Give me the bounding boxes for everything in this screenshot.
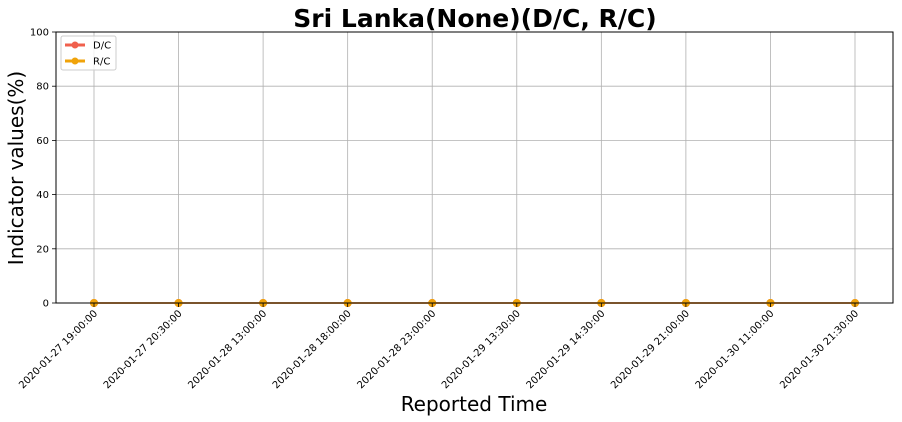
x-tick-label: 2020-01-28 23:00:00	[355, 308, 438, 391]
y-tick-label: 20	[36, 244, 49, 255]
x-tick-label: 2020-01-27 19:00:00	[17, 308, 100, 391]
x-tick-label: 2020-01-30 11:00:00	[694, 308, 777, 391]
legend-label: D/C	[93, 41, 111, 52]
grid	[56, 31, 893, 304]
y-axis-label: Indicator values(%)	[4, 71, 28, 265]
y-tick-label: 0	[43, 299, 49, 310]
x-tick-label: 2020-01-30 21:30:00	[778, 308, 861, 391]
x-tick-label: 2020-01-29 13:30:00	[440, 308, 523, 391]
x-tick-label: 2020-01-29 14:30:00	[525, 308, 608, 391]
legend-marker	[71, 41, 79, 49]
legend-marker	[71, 57, 79, 65]
y-axis: 0 20 40 60 80 100	[30, 28, 56, 310]
x-axis-label: Reported Time	[401, 392, 548, 416]
y-tick-label: 60	[36, 136, 49, 147]
x-tick-label: 2020-01-28 18:00:00	[271, 308, 354, 391]
x-tick-label: 2020-01-28 13:00:00	[186, 308, 269, 391]
legend: D/C R/C	[60, 35, 117, 71]
y-tick-label: 80	[36, 82, 49, 93]
plot-frame	[55, 31, 894, 304]
y-tick-label: 40	[36, 190, 49, 201]
x-axis: 2020-01-27 19:00:00 2020-01-27 20:30:00 20…	[17, 303, 861, 391]
x-tick-label: 2020-01-29 21:00:00	[609, 308, 692, 391]
x-tick-label: 2020-01-27 20:30:00	[102, 308, 185, 391]
chart-title: Sri Lanka(None)(D/C, R/C)	[293, 4, 656, 33]
y-tick-label: 100	[30, 28, 49, 39]
legend-label: R/C	[93, 57, 110, 68]
